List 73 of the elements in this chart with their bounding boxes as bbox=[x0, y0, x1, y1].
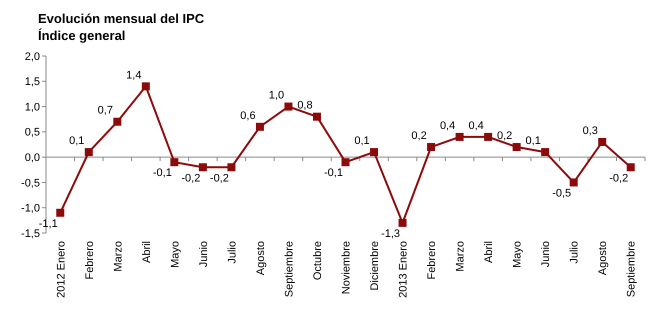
point bbox=[113, 118, 122, 126]
y-tick-label: 1,0 bbox=[24, 101, 40, 114]
chart-subtitle: Índice general bbox=[38, 28, 126, 43]
data-label: -1,3 bbox=[381, 228, 400, 240]
x-tick-label: Abril bbox=[140, 241, 153, 264]
x-tick-label: Octubre bbox=[312, 241, 324, 280]
point bbox=[170, 158, 178, 166]
x-tick-label: Diciembre bbox=[369, 241, 382, 291]
data-label: -0,2 bbox=[181, 172, 200, 184]
x-tick-label: Noviembre bbox=[340, 241, 352, 294]
x-tick-label: Julio bbox=[568, 241, 581, 264]
y-tick-label: -0,5 bbox=[21, 177, 40, 190]
point bbox=[84, 148, 93, 156]
x-tick-label: Septiembre bbox=[626, 241, 638, 298]
point bbox=[142, 82, 150, 90]
y-tick-label: 1,5 bbox=[24, 76, 40, 88]
x-tick-label: Abril bbox=[483, 241, 496, 264]
data-label: -0,2 bbox=[609, 172, 628, 184]
data-label: 0,1 bbox=[526, 135, 541, 148]
point bbox=[541, 148, 550, 156]
data-label: 1,0 bbox=[268, 90, 284, 102]
point bbox=[312, 112, 321, 121]
x-tick-label: Junio bbox=[198, 241, 210, 268]
x-tick-label: Marzo bbox=[112, 241, 124, 272]
y-tick-label: 2,0 bbox=[24, 50, 40, 63]
data-label: 0,4 bbox=[468, 120, 484, 132]
point bbox=[198, 163, 207, 172]
point bbox=[370, 148, 378, 156]
x-tick-label: 2012 Enero bbox=[55, 241, 68, 298]
point bbox=[512, 143, 521, 152]
x-tick-label: Junio bbox=[540, 241, 552, 268]
point bbox=[398, 218, 407, 227]
data-label: 0,1 bbox=[69, 135, 84, 148]
point bbox=[626, 163, 635, 172]
data-label: 0,8 bbox=[297, 100, 313, 112]
x-tick-label: Febrero bbox=[84, 241, 96, 280]
x-tick-label: 2013 Enero bbox=[398, 241, 410, 298]
y-tick-label: 0,5 bbox=[24, 126, 40, 139]
x-tick-label: Julio bbox=[226, 241, 238, 264]
x-tick-label: Agosto bbox=[597, 241, 610, 276]
point bbox=[484, 132, 492, 141]
point bbox=[598, 138, 606, 146]
chart-title: Evolución mensual del IPC bbox=[38, 11, 205, 26]
data-label: 1,4 bbox=[126, 69, 142, 82]
x-tick-label: Febrero bbox=[426, 241, 438, 280]
data-label: 0,2 bbox=[411, 130, 427, 142]
data-label: 0,1 bbox=[354, 135, 370, 148]
point bbox=[456, 132, 464, 141]
data-label: -0,2 bbox=[210, 172, 229, 184]
point bbox=[256, 122, 264, 131]
data-label: 0,2 bbox=[496, 130, 512, 142]
point bbox=[342, 158, 350, 166]
x-tick-label: Septiembre bbox=[283, 241, 296, 298]
y-tick-label: 0,0 bbox=[24, 152, 40, 164]
point bbox=[284, 102, 292, 111]
point bbox=[227, 163, 236, 172]
data-label: 0,6 bbox=[240, 110, 256, 122]
x-tick-label: Agosto bbox=[254, 241, 267, 276]
data-label: 0,3 bbox=[582, 124, 598, 137]
point bbox=[427, 143, 436, 152]
x-tick-label: Mayo bbox=[512, 241, 524, 268]
x-tick-label: Marzo bbox=[454, 241, 467, 272]
data-label: 0,4 bbox=[440, 120, 456, 132]
point bbox=[570, 178, 578, 186]
data-label: -0,1 bbox=[152, 167, 172, 180]
y-tick-label: -1,0 bbox=[21, 202, 40, 215]
data-label: 0,7 bbox=[98, 104, 113, 117]
x-tick-label: Mayo bbox=[169, 241, 182, 268]
y-tick-label: -1,5 bbox=[21, 228, 40, 240]
data-label: -0,5 bbox=[552, 187, 572, 200]
data-label: -1,1 bbox=[38, 218, 58, 230]
data-label: -0,1 bbox=[324, 167, 343, 180]
point bbox=[56, 208, 64, 217]
